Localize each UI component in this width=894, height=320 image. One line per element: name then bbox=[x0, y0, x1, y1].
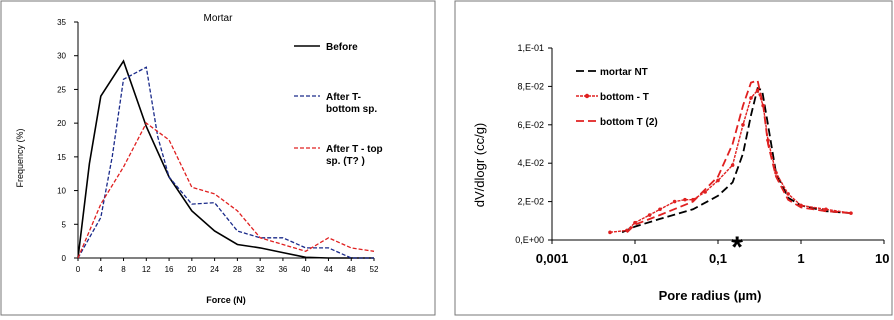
right-panel-frame bbox=[454, 0, 893, 316]
series-marker bbox=[716, 178, 720, 183]
legend-label-right: bottom - T bbox=[600, 92, 649, 103]
y-tick-label: 20 bbox=[57, 119, 66, 128]
legend-label: Before bbox=[326, 42, 358, 53]
left-panel-frame bbox=[0, 0, 436, 316]
y-tick-label: 15 bbox=[57, 153, 66, 162]
series-marker bbox=[608, 230, 612, 235]
series-marker bbox=[672, 199, 677, 204]
series-line bbox=[77, 122, 375, 259]
series-marker bbox=[749, 96, 753, 100]
series-marker bbox=[683, 197, 687, 202]
series-line-right bbox=[621, 87, 852, 234]
y-tick-label-right: 1,E-01 bbox=[517, 43, 544, 53]
x-tick-label: 36 bbox=[278, 265, 287, 274]
x-tick-label-right: 0,01 bbox=[622, 251, 647, 266]
y-axis-label-right: dV/dlogr (cc/g) bbox=[472, 123, 487, 208]
plot-area-right: 0,E+00 2,E-02 4,E-02 6,E-02 8,E-02 1,E-01 0,00… bbox=[515, 43, 889, 266]
chart-title: Mortar bbox=[204, 13, 234, 24]
x-tick-label-right: 10 bbox=[875, 251, 889, 266]
x-tick-label-right: 0,001 bbox=[536, 251, 569, 266]
x-tick-label: 40 bbox=[301, 265, 310, 274]
series-marker bbox=[658, 207, 662, 212]
series-marker bbox=[786, 192, 790, 196]
legend-label-right: mortar NT bbox=[600, 67, 648, 78]
x-tick-label: 48 bbox=[347, 265, 356, 274]
x-tick-label: 16 bbox=[165, 265, 174, 274]
x-tick-label: 32 bbox=[256, 265, 265, 274]
x-tick-label: 52 bbox=[370, 265, 379, 274]
legend-label-right: bottom T (2) bbox=[600, 117, 658, 128]
pore-distribution-chart: 0,E+00 2,E-02 4,E-02 6,E-02 8,E-02 1,E-01 0,00… bbox=[472, 43, 889, 303]
legend-label: After T - top sp. (T? ) bbox=[326, 144, 383, 167]
x-tick-label-right: 1 bbox=[797, 251, 804, 266]
x-axis-label: Force (N) bbox=[206, 295, 246, 305]
x-tick-label: 4 bbox=[99, 265, 104, 274]
series-marker bbox=[647, 213, 652, 217]
y-tick-label: 25 bbox=[57, 85, 66, 94]
x-tick-label: 12 bbox=[142, 265, 151, 274]
x-tick-label: 24 bbox=[210, 265, 219, 274]
x-axis-label-right: Pore radius (µm) bbox=[659, 288, 762, 303]
x-tick-label: 8 bbox=[121, 265, 126, 274]
x-tick-label: 20 bbox=[187, 265, 196, 274]
series-line bbox=[77, 59, 374, 259]
y-axis-label: Frequency (%) bbox=[15, 128, 25, 187]
y-tick-label: 30 bbox=[57, 52, 66, 61]
legend-marker bbox=[584, 93, 590, 99]
series-line bbox=[77, 66, 374, 259]
y-tick-label-right: 0,E+00 bbox=[515, 235, 544, 245]
series-marker bbox=[730, 163, 735, 167]
asterisk-annotation: * bbox=[731, 231, 743, 264]
series-marker bbox=[741, 123, 745, 127]
y-tick-label: 35 bbox=[57, 18, 66, 27]
y-tick-label-right: 8,E-02 bbox=[517, 81, 544, 91]
x-tick-label: 0 bbox=[76, 265, 81, 274]
x-tick-label: 44 bbox=[324, 265, 333, 274]
y-tick-label: 0 bbox=[62, 254, 67, 263]
x-tick-label-right: 0,1 bbox=[709, 251, 727, 266]
series-marker bbox=[755, 88, 760, 93]
series-marker bbox=[774, 171, 778, 175]
series-line-right bbox=[626, 79, 852, 233]
x-tick-label: 28 bbox=[233, 265, 242, 274]
y-tick-label-right: 4,E-02 bbox=[517, 158, 544, 168]
y-tick-label: 10 bbox=[57, 187, 66, 196]
y-tick-label-right: 2,E-02 bbox=[517, 197, 544, 207]
legend-label: After T-bottom sp. bbox=[326, 92, 377, 115]
y-tick-label: 5 bbox=[62, 220, 67, 229]
y-tick-label-right: 6,E-02 bbox=[517, 120, 544, 130]
